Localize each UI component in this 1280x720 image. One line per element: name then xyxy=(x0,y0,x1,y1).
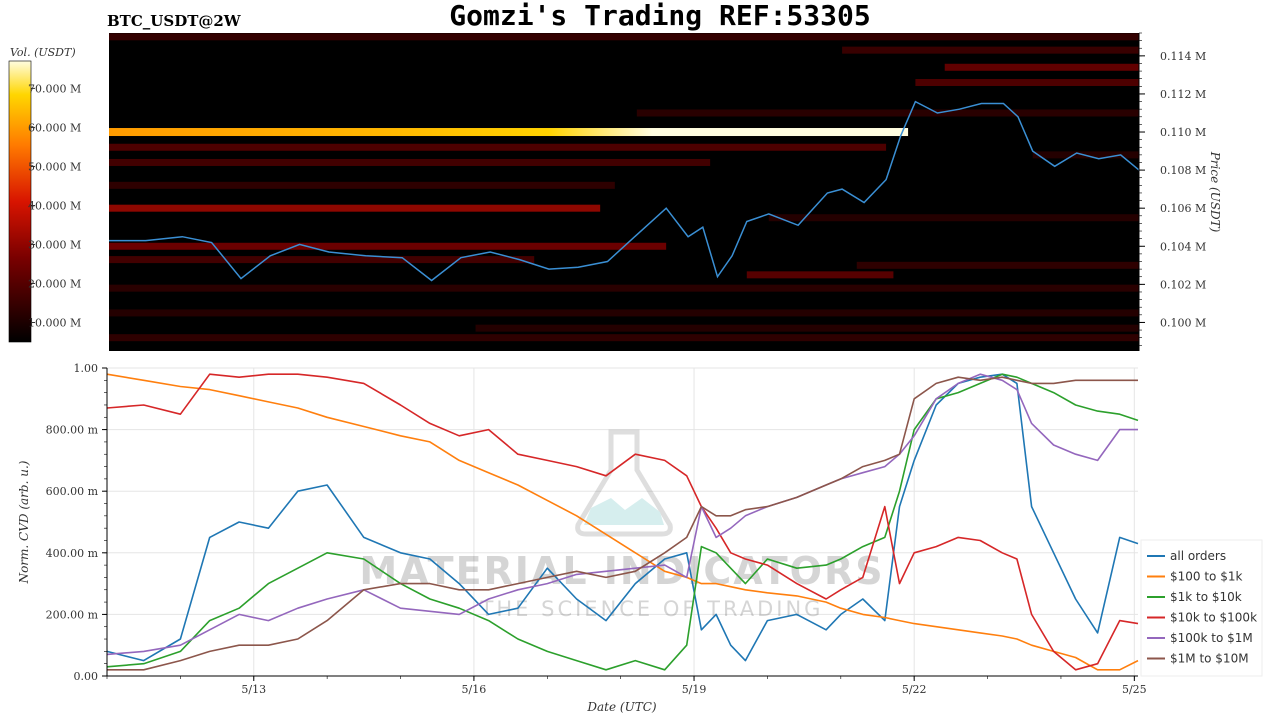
legend-entry: $100 to $1k xyxy=(1170,570,1242,584)
cvd-y-tick-label: 200.00 m xyxy=(46,608,99,621)
watermark: MATERIAL INDICATORS THE SCIENCE OF TRADI… xyxy=(359,429,884,621)
heatmap-band xyxy=(109,128,909,137)
colorbar-tick-label: 30.000 M xyxy=(28,238,81,251)
heatmap-y-tick-label: 0.108 M xyxy=(1160,164,1206,177)
cvd-plot-area xyxy=(107,368,1138,676)
legend-entry: $100k to $1M xyxy=(1170,631,1253,645)
colorbar-tick-label: 40.000 M xyxy=(28,199,81,212)
heatmap-y-tick-label: 0.114 M xyxy=(1160,50,1206,63)
heatmap-band xyxy=(109,309,1139,317)
cvd-x-tick-label: 5/19 xyxy=(682,683,707,696)
heatmap-y-tick-label: 0.110 M xyxy=(1160,126,1206,139)
cvd-series-line xyxy=(106,373,1139,671)
heatmap-band xyxy=(109,334,1139,342)
heatmap-y-label: Price (USDT) xyxy=(1208,151,1222,233)
heatmap-y-tick-label: 0.112 M xyxy=(1160,88,1206,101)
heatmap-panel: 0.114 M 0.112 M 0.110 M 0.108 M 0.106 M 0.104… xyxy=(109,32,1206,351)
cvd-series-line xyxy=(106,373,1138,656)
cvd-y-tick-label: 600.00 m xyxy=(46,485,99,498)
cvd-y-tick-label: 800.00 m xyxy=(46,424,99,437)
legend-entry: all orders xyxy=(1170,549,1226,563)
legend-entry: $10k to $100k xyxy=(1170,611,1257,625)
heatmap-y-tick-label: 0.106 M xyxy=(1160,202,1206,215)
cvd-panel: MATERIAL INDICATORS THE SCIENCE OF TRADI… xyxy=(17,362,1263,714)
cvd-series-line xyxy=(107,376,1138,671)
colorbar-label: Vol. (USDT) xyxy=(10,46,76,59)
heatmap-band xyxy=(109,204,601,212)
heatmap-band xyxy=(915,79,1139,87)
legend-entry: $1M to $10M xyxy=(1170,652,1249,666)
cvd-y-tick-label: 400.00 m xyxy=(46,547,99,560)
watermark-tagline: THE SCIENCE OF TRADING xyxy=(480,597,824,621)
cvd-x-tick-label: 5/25 xyxy=(1122,683,1147,696)
colorbar-tick-label: 50.000 M xyxy=(28,160,81,173)
heatmap-band xyxy=(746,271,894,279)
heatmap-band xyxy=(109,143,887,151)
heatmap-band xyxy=(636,109,1139,117)
heatmap-band xyxy=(944,63,1139,71)
colorbar-tick-label: 10.000 M xyxy=(28,316,81,329)
symbol-label: BTC_USDT@2W xyxy=(107,12,242,30)
colorbar: Vol. (USDT) 70.000 M 60.000 M 50.000 M 40.0… xyxy=(8,46,81,343)
heatmap-band xyxy=(109,33,1139,41)
legend-entry: $1k to $10k xyxy=(1170,590,1242,604)
cvd-x-label: Date (UTC) xyxy=(586,700,656,714)
legend-box xyxy=(1140,539,1263,677)
heatmap-band xyxy=(109,242,667,250)
heatmap-band xyxy=(109,158,711,166)
cvd-x-tick-label: 5/13 xyxy=(241,683,266,696)
legend: all orders $100 to $1k $1k to $10k $10k to … xyxy=(1140,539,1263,677)
heatmap-band xyxy=(856,261,1139,269)
cvd-y-label: Norm. CVD (arb. u.) xyxy=(17,460,31,584)
cvd-series-line xyxy=(106,373,1139,671)
heatmap-band xyxy=(109,181,615,189)
heatmap-y-tick-label: 0.104 M xyxy=(1160,240,1206,253)
cvd-series-line xyxy=(106,373,1139,671)
cvd-x-tick-label: 5/22 xyxy=(902,683,927,696)
chart-title: Gomzi's Trading REF:53305 xyxy=(449,0,870,32)
heatmap-band xyxy=(768,214,1139,222)
cvd-y-tick-label: 0.00 xyxy=(74,670,99,683)
colorbar-tick-label: 20.000 M xyxy=(28,277,81,290)
price-line xyxy=(109,100,1140,282)
heatmap-y-tick-label: 0.102 M xyxy=(1160,278,1206,291)
heatmap-band xyxy=(475,324,1139,332)
colorbar-tick-label: 70.000 M xyxy=(28,82,81,95)
heatmap-band xyxy=(109,256,535,264)
heatmap-y-tick-label: 0.100 M xyxy=(1160,316,1206,329)
colorbar-gradient xyxy=(8,60,32,343)
cvd-x-tick-label: 5/16 xyxy=(462,683,487,696)
heatmap-band xyxy=(109,284,1139,292)
heatmap-band xyxy=(842,46,1139,54)
watermark-title: MATERIAL INDICATORS xyxy=(359,549,884,593)
flask-icon xyxy=(575,429,673,537)
colorbar-tick-label: 60.000 M xyxy=(28,121,81,134)
cvd-y-tick-label: 1.00 xyxy=(74,362,99,375)
